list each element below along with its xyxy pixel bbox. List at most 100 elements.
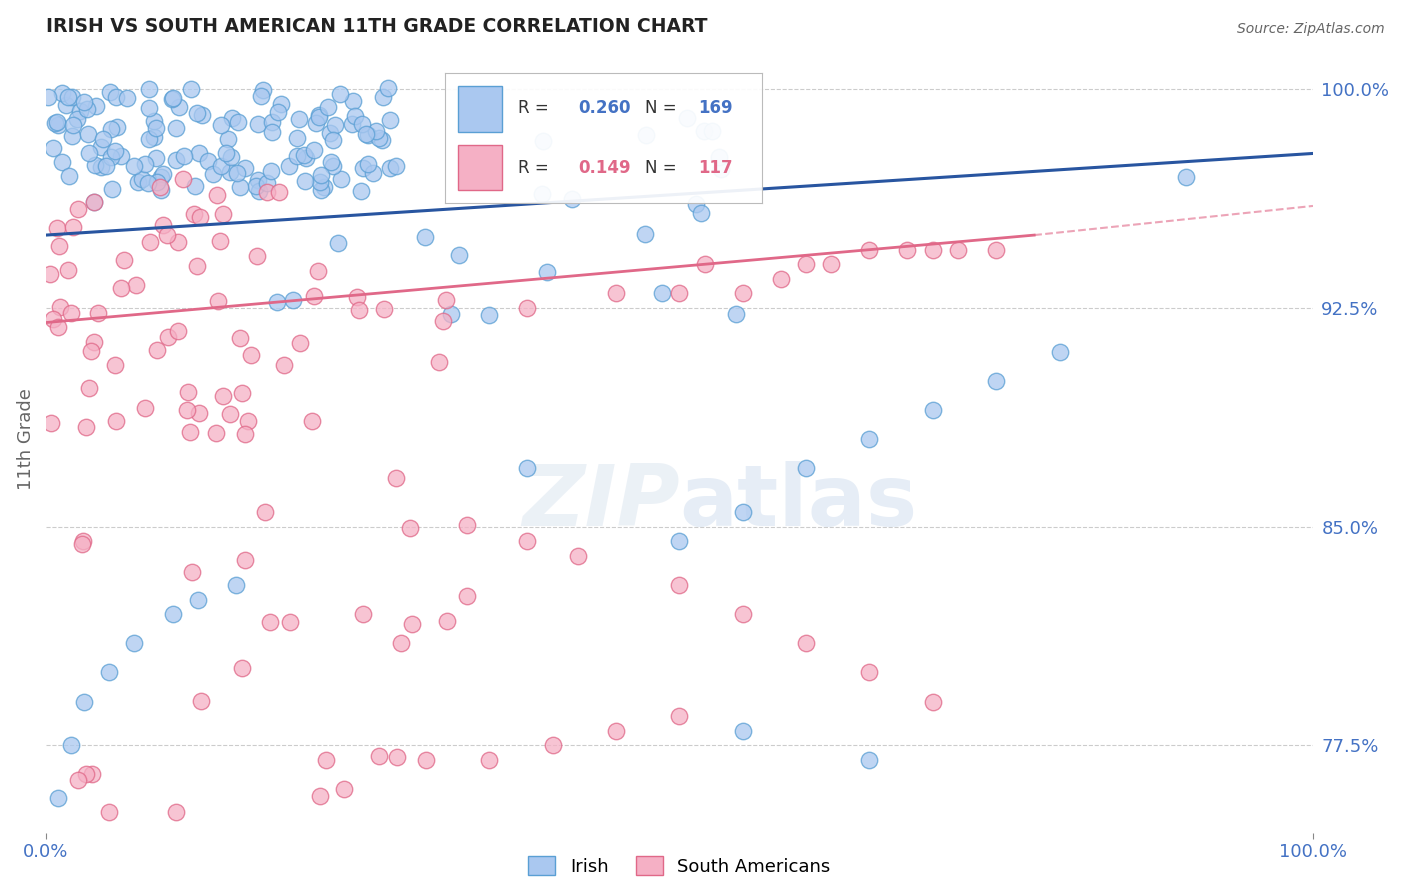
Point [104,414,127,428]
Point [77,127,100,141]
Point [42,312,65,326]
Point [921,243,943,257]
Point [536,264,558,278]
Point [302,143,325,157]
Point [329,87,352,102]
Point [259,615,281,629]
Point [634,128,657,142]
Point [67,202,90,216]
Point [301,413,323,427]
Point [308,108,330,122]
Point [316,100,339,114]
Point [125,278,148,293]
Point [177,384,200,399]
Point [150,183,173,197]
Point [70,537,93,551]
Point [371,133,394,147]
Point [167,235,190,250]
Point [368,130,391,145]
Point [238,414,260,428]
Point [270,96,292,111]
Point [285,149,308,163]
Point [246,117,269,131]
Point [333,781,356,796]
Point [84,158,107,172]
Point [152,219,174,233]
Point [76,103,98,117]
Point [60,306,83,320]
Point [60,739,83,753]
Point [302,289,325,303]
Point [702,124,724,138]
Point [516,534,538,549]
Point [226,166,249,180]
Point [42,140,65,154]
Point [567,549,589,563]
Point [90,139,112,153]
Point [668,709,690,723]
Point [45,115,67,129]
Point [346,290,368,304]
Point [62,118,84,132]
Point [685,197,707,211]
Point [516,301,538,315]
Point [858,432,880,446]
Point [710,162,733,177]
Point [858,243,880,257]
Point [165,805,187,820]
Point [921,403,943,417]
Point [373,302,395,317]
Point [440,307,463,321]
Point [254,505,277,519]
Point [668,578,690,592]
Point [415,753,437,767]
Point [389,636,412,650]
Point [401,616,423,631]
Text: Source: ZipAtlas.com: Source: ZipAtlas.com [1237,22,1385,37]
Point [138,101,160,115]
Point [145,120,167,135]
Point [146,343,169,357]
Point [162,92,184,106]
Point [197,154,219,169]
Point [634,227,657,241]
Point [60,90,83,104]
Point [326,235,349,250]
Point [219,150,242,164]
Point [49,300,72,314]
Point [309,183,332,197]
Point [233,427,256,442]
Point [72,534,94,549]
Point [122,159,145,173]
Point [250,89,273,103]
Point [165,153,187,167]
Point [986,374,1008,388]
Point [531,187,554,202]
Point [769,272,792,286]
Point [162,91,184,105]
Point [277,160,299,174]
Point [267,185,290,199]
Point [308,175,330,189]
Point [314,180,336,194]
Point [288,112,311,126]
Point [281,293,304,308]
Point [58,90,80,104]
Point [228,115,250,129]
Point [152,167,174,181]
Point [191,108,214,122]
Point [731,505,754,519]
Point [307,263,329,277]
Point [209,160,232,174]
Point [357,128,380,142]
Point [456,518,478,533]
Point [105,120,128,135]
Point [98,86,121,100]
Point [342,94,364,108]
Point [456,589,478,603]
Point [371,90,394,104]
Point [368,748,391,763]
Point [90,161,112,175]
Point [858,753,880,767]
Point [288,335,311,350]
